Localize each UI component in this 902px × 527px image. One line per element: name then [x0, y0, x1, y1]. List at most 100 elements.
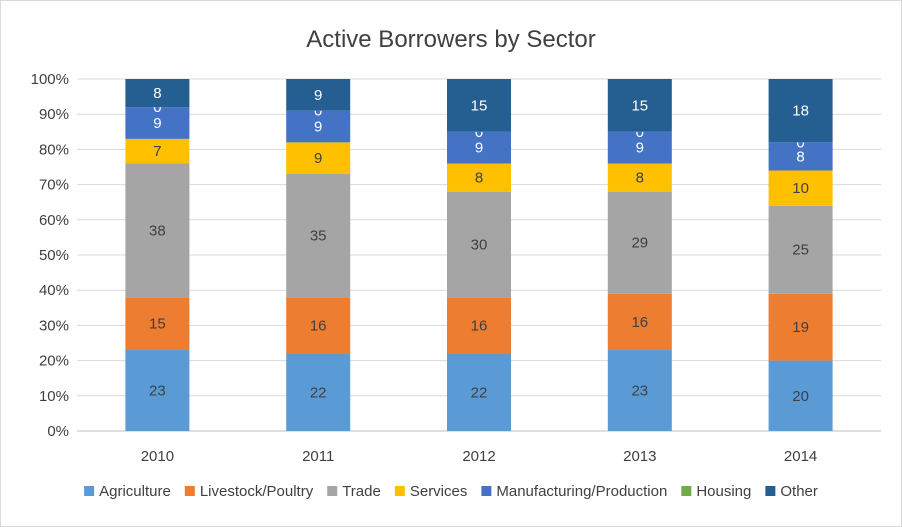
data-label: 15 — [471, 97, 488, 114]
x-tick-label: 2011 — [302, 448, 334, 465]
y-tick-label: 80% — [39, 141, 69, 158]
legend-swatch — [327, 486, 338, 496]
data-label: 0 — [796, 134, 804, 151]
y-tick-label: 100% — [31, 71, 69, 88]
data-label: 0 — [636, 124, 644, 141]
data-label: 0 — [314, 103, 322, 120]
bar-segment — [768, 170, 833, 206]
data-label: 8 — [636, 170, 644, 187]
data-label: 10 — [792, 180, 809, 197]
data-label: 18 — [792, 103, 809, 120]
y-tick-label: 50% — [39, 247, 69, 264]
legend-item: Agriculture — [84, 483, 171, 500]
bar-segment — [447, 131, 511, 164]
bar-segment — [286, 110, 351, 143]
data-label: 20 — [792, 388, 809, 405]
y-tick-label: 40% — [39, 282, 69, 299]
bar-segment — [125, 107, 190, 139]
data-label: 23 — [631, 383, 648, 400]
x-tick-label: 2013 — [623, 448, 656, 465]
data-label: 8 — [796, 148, 804, 165]
legend-swatch — [481, 486, 492, 496]
bar-segment — [768, 205, 833, 294]
legend-label: Agriculture — [99, 483, 171, 500]
bar-segment — [286, 174, 351, 298]
data-label: 38 — [149, 222, 166, 239]
bar-segment — [447, 297, 511, 354]
data-label: 9 — [314, 87, 322, 104]
data-label: 35 — [310, 228, 327, 245]
bar-segment — [607, 131, 672, 164]
data-label: 30 — [471, 236, 488, 253]
legend-item: Livestock/Poultry — [184, 483, 314, 500]
bar-stack-2010: 23 15 38 7 908 — [125, 79, 190, 431]
bar-stack-2014: 20 19 25 10 80 18 — [768, 79, 833, 431]
bar-segment — [125, 163, 190, 298]
bar-segment — [768, 79, 833, 143]
data-label: 15 — [631, 97, 648, 114]
data-label: 0 — [153, 99, 161, 116]
data-label: 16 — [310, 317, 327, 334]
legend-swatch — [765, 486, 776, 496]
legend-label: Trade — [342, 483, 381, 500]
y-tick-label: 30% — [39, 317, 69, 334]
y-tick-label: 60% — [39, 212, 69, 229]
bar-segment — [447, 79, 511, 132]
y-tick-label: 70% — [39, 177, 69, 194]
bar-segment — [125, 350, 190, 431]
data-label: 15 — [149, 316, 166, 333]
y-tick-label: 20% — [39, 353, 69, 370]
bars: 2315387908221635990922163089015231629890… — [125, 79, 833, 431]
legend: Agriculture Livestock/Poultry Trade Service… — [84, 483, 818, 500]
data-label: 9 — [475, 140, 483, 157]
data-label: 19 — [792, 319, 809, 336]
y-axis-ticks: 0% 10% 20% 30% 40% 50% 60% 70% 80% 90% 100% — [31, 71, 69, 440]
legend-swatch — [184, 486, 195, 496]
data-label: 22 — [471, 384, 488, 401]
data-label: 7 — [153, 143, 161, 160]
bar-segment — [607, 293, 672, 351]
bar-segment — [768, 142, 833, 171]
x-axis-ticks: 2010 2011 2012 2013 2014 — [141, 448, 818, 465]
data-label: 25 — [792, 242, 809, 259]
data-label: 9 — [153, 115, 161, 132]
legend-item: Housing — [681, 483, 751, 500]
bar-segment — [607, 191, 672, 294]
y-tick-label: 90% — [39, 106, 69, 123]
bar-stack-2012: 22 16 30 8 90 15 — [447, 79, 511, 431]
data-label: 23 — [149, 383, 166, 400]
bar-segment — [447, 353, 511, 431]
data-label: 9 — [636, 140, 644, 157]
bar-segment — [768, 360, 833, 431]
bar-segment — [286, 353, 351, 431]
bar-segment — [286, 142, 351, 175]
x-tick-label: 2010 — [141, 448, 174, 465]
data-label: 9 — [314, 150, 322, 167]
data-label: 8 — [475, 170, 483, 187]
bar-segment — [447, 163, 511, 192]
bar-stack-2013: 23 16 29 8 90 15 — [607, 79, 672, 431]
data-label: 9 — [314, 119, 322, 136]
legend-item: Other — [765, 483, 818, 500]
data-label: 8 — [153, 85, 161, 102]
y-tick-label: 0% — [47, 423, 69, 440]
data-label: 22 — [310, 384, 327, 401]
legend-label: Services — [410, 483, 468, 500]
legend-item: Manufacturing/Production — [481, 483, 667, 500]
bar-segment — [768, 293, 833, 361]
data-label: 0 — [475, 124, 483, 141]
data-label: 16 — [631, 314, 648, 331]
bar-segment — [607, 163, 672, 192]
x-tick-label: 2014 — [784, 448, 817, 465]
bar-segment — [125, 79, 190, 108]
y-tick-label: 10% — [39, 388, 69, 405]
bar-segment — [447, 191, 511, 298]
bar-segment — [125, 297, 190, 351]
x-tick-label: 2012 — [462, 448, 495, 465]
legend-swatch — [394, 486, 405, 496]
legend-item: Services — [394, 483, 468, 500]
bar-segment — [607, 79, 672, 132]
data-label: 29 — [631, 235, 648, 252]
